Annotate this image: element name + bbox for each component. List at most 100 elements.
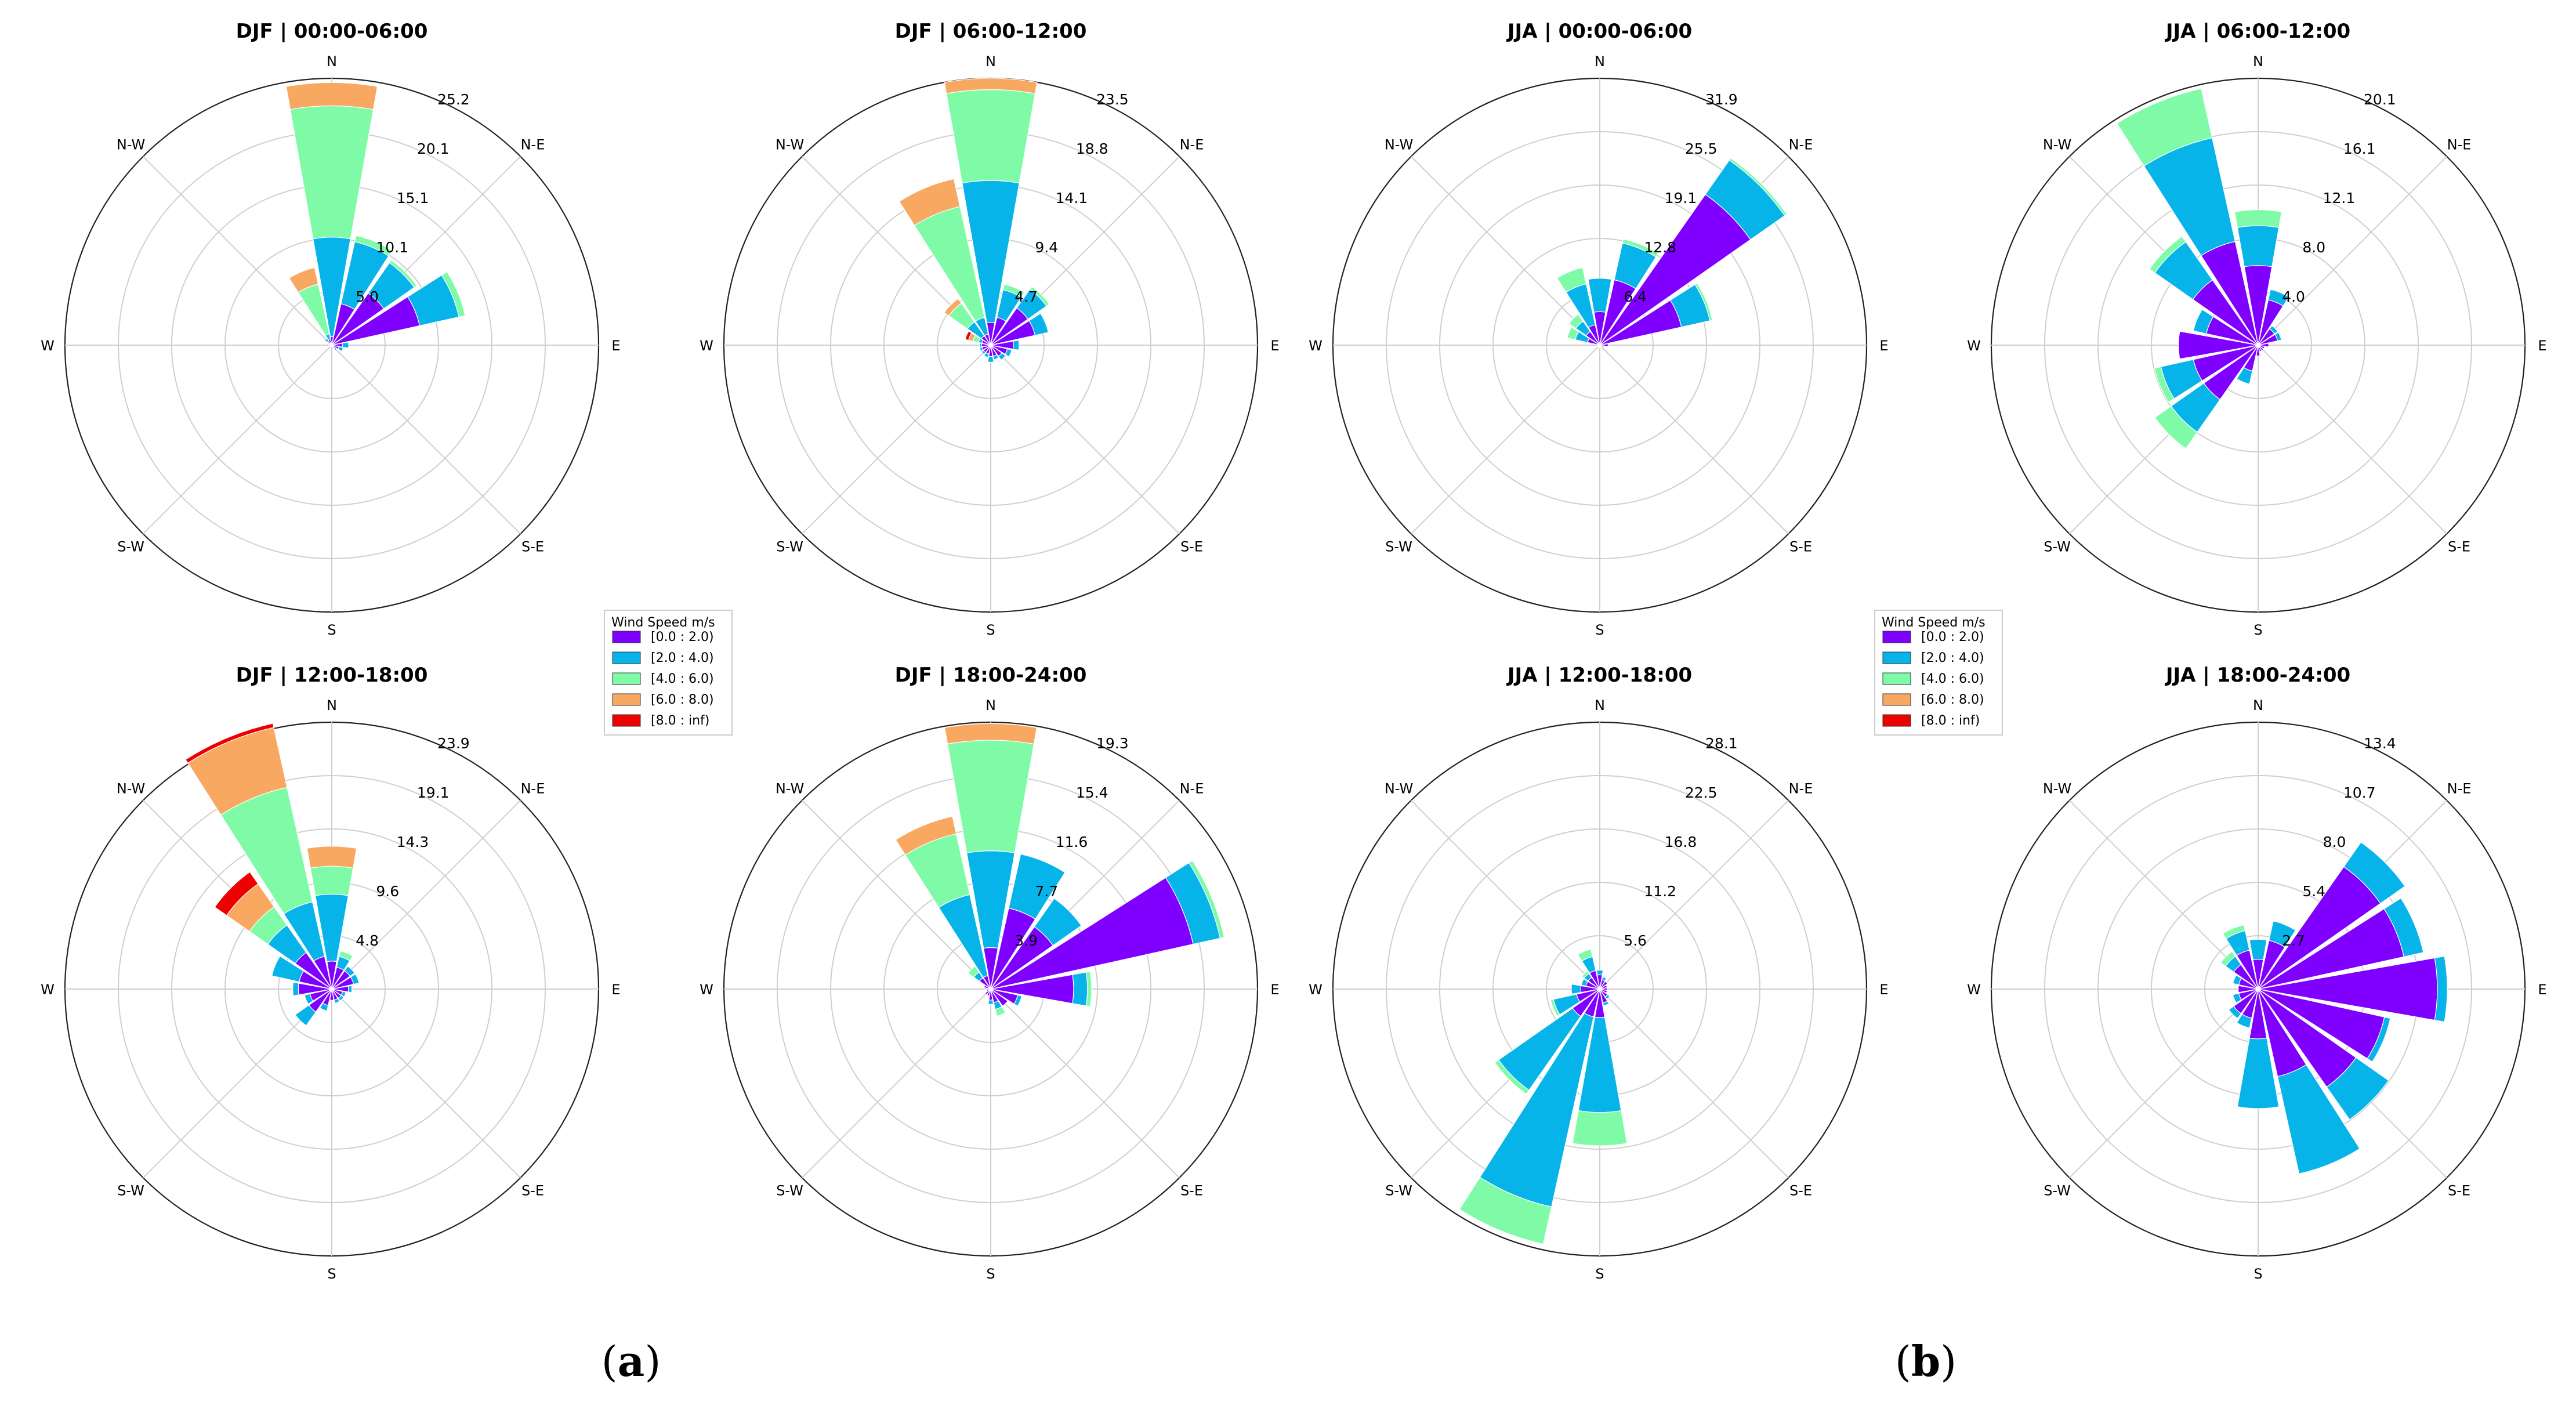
windrose-bar [2236,1013,2252,1029]
windrose-bar [334,347,338,351]
windrose-bar [340,991,347,998]
windrose-bar [214,871,259,916]
compass-label: N [986,697,996,714]
compass-label: N-E [1789,137,1813,153]
compass-label: S [327,622,336,638]
ring-label: 31.9 [1705,91,1738,108]
compass-label: S-E [1789,538,1812,555]
windrose-bar [1599,980,1608,990]
windrose-bar [2238,985,2259,993]
windrose-bar [898,178,961,226]
windrose-bar [2277,1064,2361,1175]
windrose-panel: DJF | 06:00-12:00 4.7 9.4 14.1 18.8 23.5 N N-E E… [700,20,1279,638]
windrose-bar [1572,1110,1628,1146]
grid-spoke [802,345,991,534]
ring-label: 5.0 [356,288,379,305]
compass-label: N-W [776,781,804,797]
ring-label: 4.0 [2282,288,2305,305]
compass-label: S-W [2044,1182,2071,1198]
windrose-bar [2268,920,2296,948]
windrose-bar [1002,284,1025,298]
legend-label: [4.0 : 6.0) [651,672,714,686]
compass-label: E [1879,338,1888,354]
windrose-bar [943,298,962,317]
windrose-bar [979,342,983,348]
compass-label: W [1967,982,1981,998]
windrose-bar [2154,405,2198,449]
legend-swatch [1882,631,1911,643]
windrose-bar [2220,951,2236,967]
windrose-bar [2232,993,2242,1004]
compass-label: S-W [117,538,144,555]
compass-label: E [1270,338,1279,354]
panel-title: DJF | 12:00-18:00 [236,664,428,687]
compass-label: E [1270,982,1279,998]
windrose-bar [2193,309,2214,334]
compass-label: S-E [2448,1182,2470,1198]
legend-swatch [1882,672,1911,685]
compass-label: N-W [117,137,145,153]
ring-label: 4.7 [1015,288,1038,305]
ring-label: 19.1 [417,784,450,801]
windrose-bar [292,982,299,997]
windrose-bar [185,723,274,764]
compass-label: E [611,982,620,998]
ring-label: 13.4 [2364,735,2396,752]
panel-title: JJA | 00:00-06:00 [1506,20,1692,43]
windrose-bar [1550,999,1560,1017]
ring-label: 28.1 [1705,735,1738,752]
windrose-bar [2274,332,2282,342]
windrose-bar [306,846,357,869]
windrose-panel: JJA | 18:00-24:00 2.7 5.4 8.0 10.7 13.4 N N-E E S… [1967,664,2546,1282]
subfigure-label-b: (b) [1895,1337,1957,1386]
compass-label: W [1967,338,1981,354]
windrose-bar [288,267,319,293]
windrose-bar [1004,348,1013,357]
windrose-bar [2149,236,2187,274]
panel-title: JJA | 12:00-18:00 [1506,664,1692,687]
compass-label: N-E [521,781,545,797]
windrose-bar [2232,975,2242,986]
windrose-bar [344,965,356,977]
windrose-bar [1566,327,1579,341]
legend-swatch [1882,651,1911,664]
windrose-bar [2434,955,2448,1023]
ring-label: 23.5 [1096,91,1129,108]
compass-label: W [700,338,713,354]
windrose-bar [995,1006,1006,1017]
grid-spoke [1411,156,1600,346]
legend-swatch [612,693,641,706]
windrose-panel: JJA | 06:00-12:00 4.0 8.0 12.1 16.1 20.1 N N-E E… [1967,20,2546,638]
ring-label: 5.4 [2302,883,2325,900]
windrose-bar [295,1004,317,1026]
windrose-bar [2116,88,2213,167]
legend-label: [2.0 : 4.0) [651,651,714,665]
ring-label: 4.8 [356,932,379,949]
compass-label: N-E [2447,781,2472,797]
windrose-bar [334,998,340,1004]
compass-label: S [327,1266,336,1282]
compass-label: N-W [2043,781,2071,797]
ring-label: 14.1 [1056,190,1088,207]
windrose-bar [310,866,354,896]
windrose-bar [354,235,393,256]
ring-label: 3.9 [1015,932,1038,949]
windrose-panel: JJA | 00:00-06:00 6.4 12.8 19.1 25.5 31.9 N N-E… [1309,20,1888,638]
windrose-bar [2267,289,2289,307]
windrose-bar [1599,343,1609,347]
windrose-bar [2256,345,2260,356]
compass-label: W [700,982,713,998]
windrose-bar [1581,971,1590,979]
legend-label: [4.0 : 6.0) [1921,672,1984,686]
compass-label: N-E [1180,781,1204,797]
windrose-bar [319,1002,329,1012]
windrose-bar [984,988,991,995]
windrose-bar [338,995,345,1002]
windrose-bar [304,993,314,1005]
windrose-bar [1034,897,1082,946]
ring-label: 9.4 [1035,239,1058,256]
legend-items: [0.0 : 2.0) [2.0 : 4.0) [4.0 : 6.0) [6.0 : … [1882,630,1984,728]
legend-a: Wind Speed m/s [0.0 : 2.0) [2.0 : 4.0) [4.… [604,610,733,736]
subfigure-label-a: (a) [602,1337,661,1386]
